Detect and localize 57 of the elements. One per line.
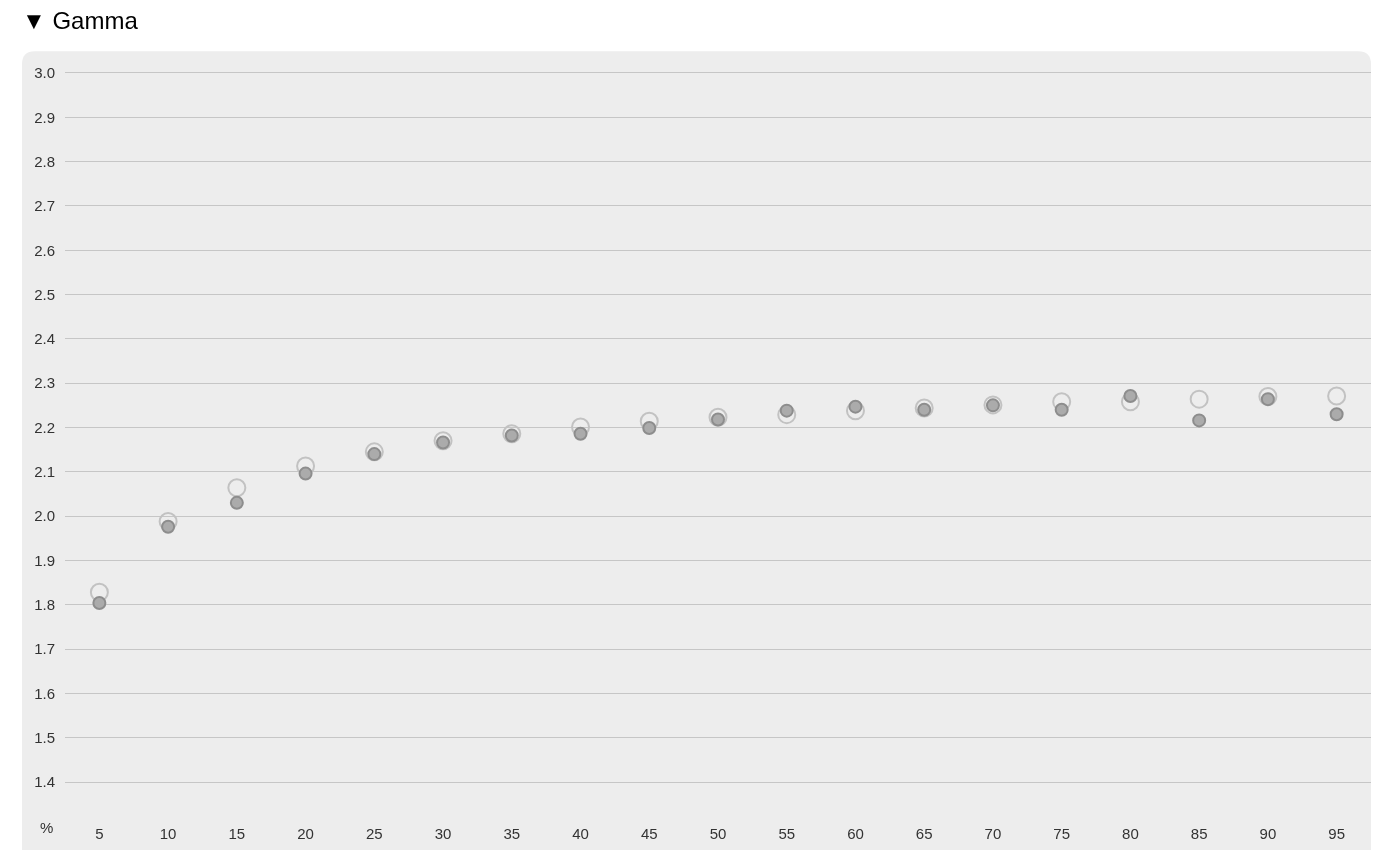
- y-tick-label: 2.4: [34, 330, 55, 348]
- x-tick-label: 10: [159, 825, 177, 842]
- point: [1123, 389, 1138, 404]
- y-tick-label: 1.5: [34, 728, 55, 746]
- x-axis-title: %: [40, 819, 54, 836]
- y-tick-label: 2.9: [34, 108, 55, 126]
- y-tick-label: 1.8: [34, 596, 55, 613]
- point: [573, 426, 588, 441]
- point: [1054, 402, 1069, 417]
- x-tick-label: 50: [709, 825, 727, 842]
- x-tick-label: 90: [1259, 825, 1277, 842]
- x-tick-label: 75: [1053, 825, 1071, 842]
- point: [227, 478, 247, 498]
- point: [1327, 386, 1347, 406]
- point: [848, 399, 863, 414]
- point: [708, 407, 728, 427]
- point: [1258, 386, 1278, 406]
- y-tick-label: 2.6: [34, 241, 55, 259]
- point: [642, 420, 657, 435]
- point: [92, 595, 107, 610]
- y-tick-label: 2.3: [34, 374, 55, 392]
- point: [89, 582, 109, 602]
- x-tick-label: 55: [778, 825, 796, 842]
- y-tick-label: 1.7: [34, 640, 55, 658]
- point: [777, 405, 797, 425]
- chart-title: ▼ Gamma: [22, 7, 139, 35]
- x-tick-label: 60: [847, 825, 864, 842]
- x-tick-label: 80: [1122, 825, 1139, 842]
- y-tick-label: 1.6: [34, 684, 55, 702]
- x-tick-label: 85: [1190, 825, 1208, 842]
- point: [1192, 413, 1207, 428]
- point: [1189, 389, 1209, 409]
- y-tick-label: 2.1: [34, 463, 55, 481]
- x-tick-label: 65: [915, 825, 933, 842]
- y-tick-label: 2.0: [34, 507, 55, 525]
- x-tick-label: 35: [503, 825, 521, 842]
- y-tick-label: 2.7: [34, 197, 55, 215]
- x-tick-label: 40: [572, 825, 589, 842]
- y-tick-label: 3.0: [34, 64, 55, 82]
- point: [229, 495, 244, 510]
- x-tick-label: 45: [640, 825, 658, 842]
- y-tick-label: 2.8: [34, 152, 55, 170]
- x-tick-label: 5: [95, 825, 104, 842]
- x-tick-label: 15: [228, 825, 246, 842]
- x-tick-label: 70: [984, 825, 1002, 842]
- x-tick-label: 25: [365, 825, 383, 842]
- x-tick-label: 30: [434, 825, 452, 842]
- point: [845, 401, 865, 421]
- point: [1329, 407, 1344, 422]
- y-tick-label: 2.5: [34, 285, 55, 303]
- x-tick-label: 20: [297, 825, 314, 842]
- point: [298, 466, 313, 481]
- point: [364, 442, 384, 462]
- y-tick-label: 1.4: [34, 773, 55, 791]
- y-tick-label: 2.2: [34, 418, 55, 436]
- x-tick-label: 95: [1328, 825, 1345, 842]
- y-tick-label: 1.9: [34, 551, 55, 569]
